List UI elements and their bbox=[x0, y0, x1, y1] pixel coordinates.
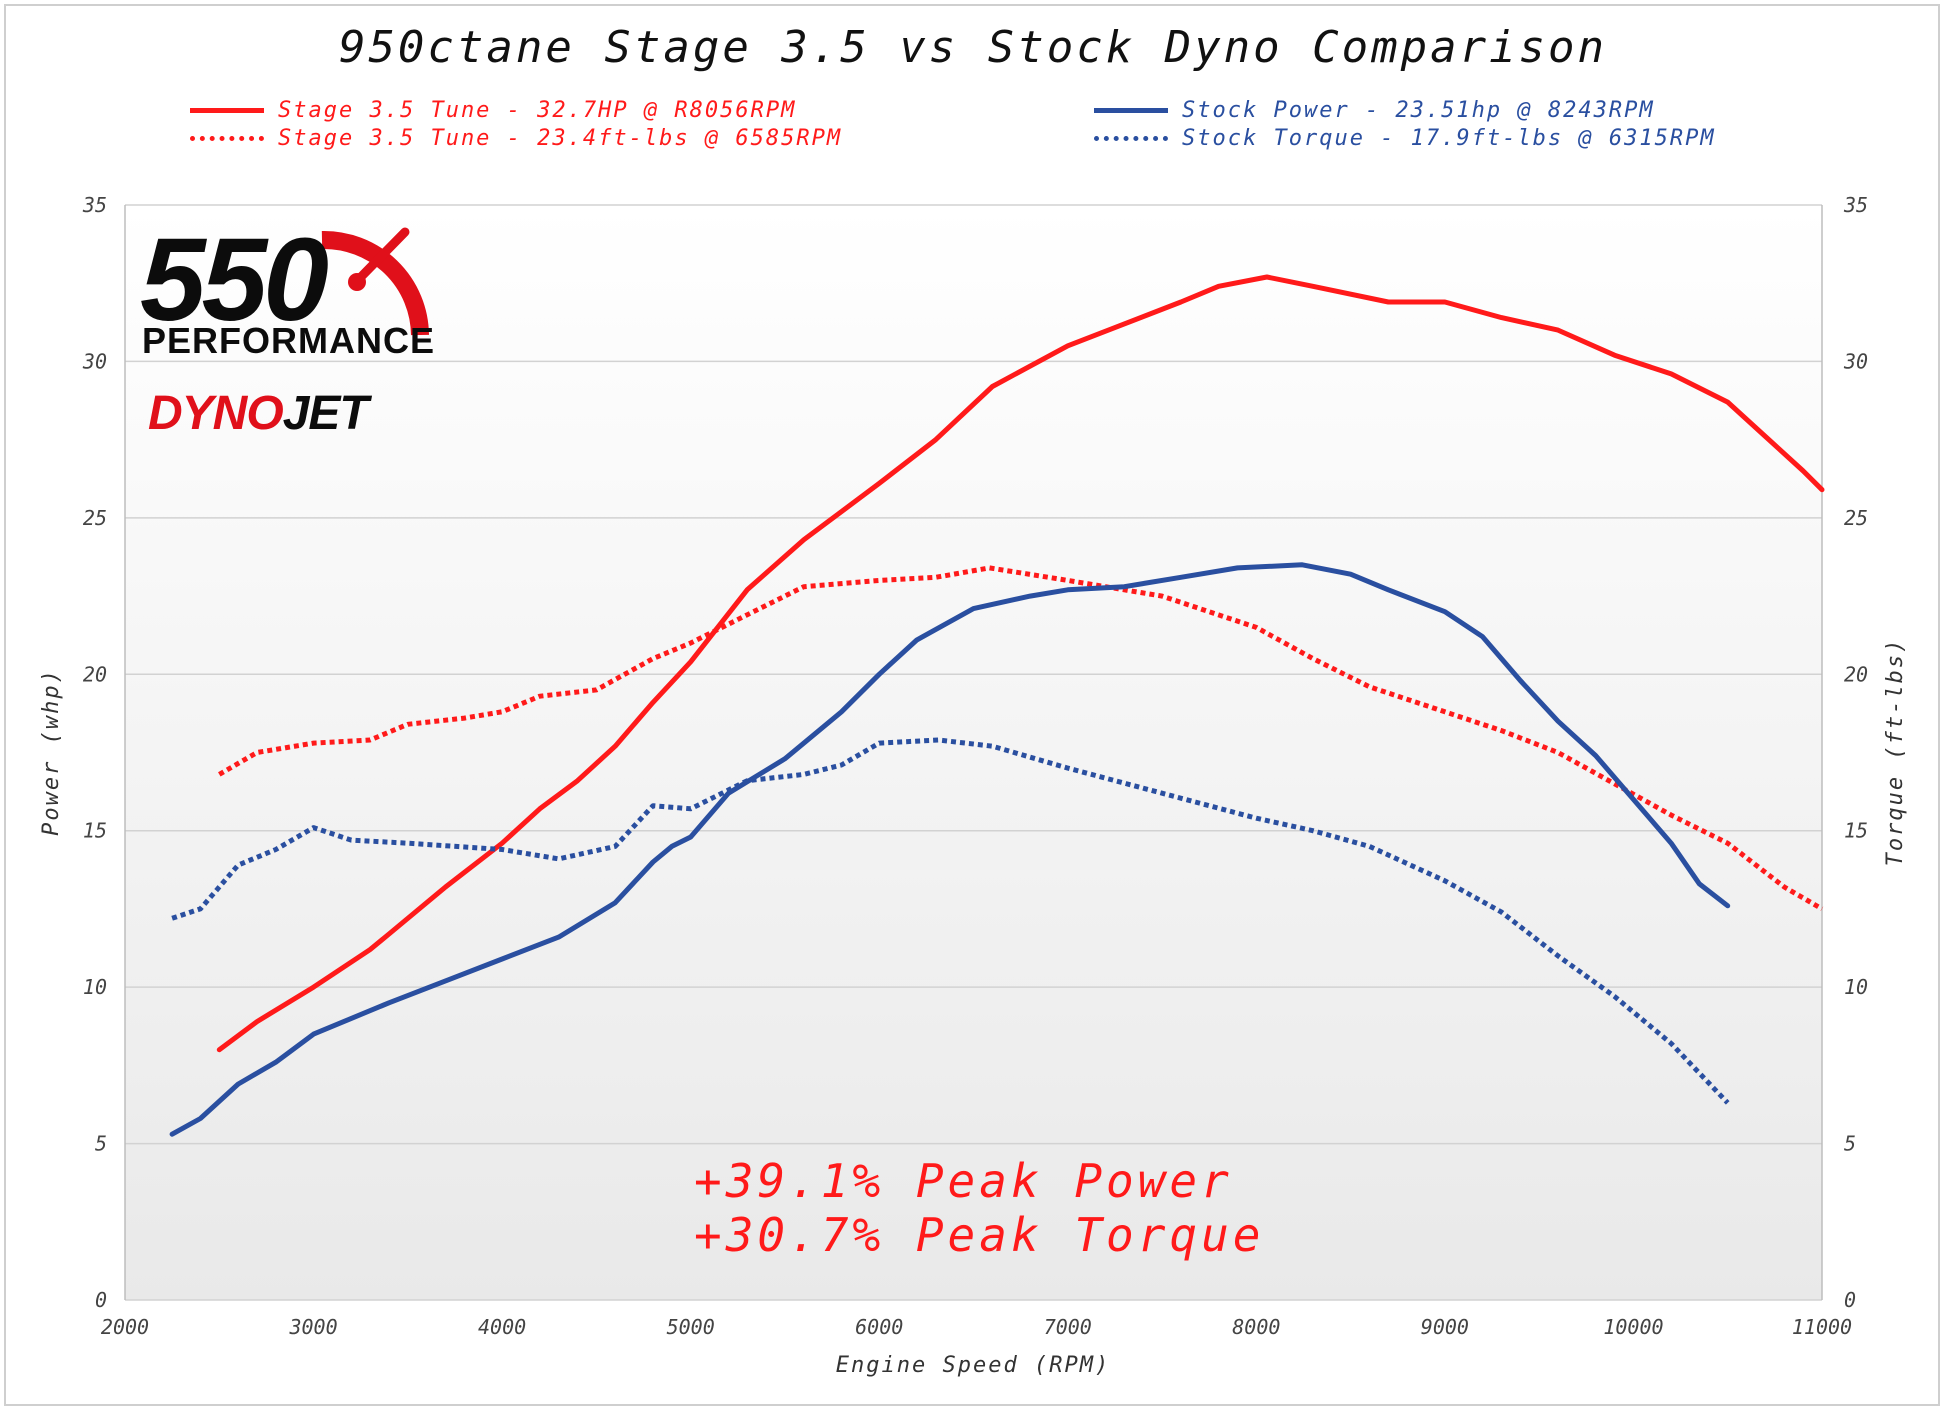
logo-550: 550 bbox=[140, 214, 329, 346]
y-tick-label-right: 30 bbox=[1843, 349, 1868, 373]
x-axis-label: Engine Speed (RPM) bbox=[836, 1353, 1110, 1378]
y-tick-label-left: 10 bbox=[83, 975, 107, 999]
legend-line-solid-blue bbox=[1094, 108, 1168, 113]
legend-stage-torque: Stage 3.5 Tune - 23.4ft-lbs @ 6585RPM bbox=[190, 126, 842, 151]
legend-stage-power: Stage 3.5 Tune - 32.7HP @ R8056RPM bbox=[190, 98, 796, 123]
series-line-3 bbox=[171, 737, 1730, 1105]
gauge-icon bbox=[321, 227, 429, 336]
x-tick-label: 10000 bbox=[1603, 1315, 1663, 1339]
y-tick-label-left: 5 bbox=[95, 1132, 107, 1156]
chart-frame bbox=[4, 4, 1940, 1406]
annotation-peak-torque: +30.7% Peak Torque bbox=[694, 1208, 1265, 1262]
annotation-peak-power: +39.1% Peak Power bbox=[694, 1154, 1233, 1208]
y-tick-label-right: 0 bbox=[1844, 1288, 1856, 1312]
y-tick-label-right: 15 bbox=[1844, 819, 1868, 843]
x-tick-label: 3000 bbox=[288, 1315, 337, 1339]
y-tick-label-right: 35 bbox=[1843, 193, 1868, 217]
chart-title: 950ctane Stage 3.5 vs Stock Dyno Compari… bbox=[338, 22, 1608, 73]
dynojet-logo-black: JET bbox=[282, 387, 369, 440]
plot-background bbox=[125, 205, 1822, 1300]
x-tick-label: 2000 bbox=[101, 1315, 149, 1339]
grid-lines bbox=[124, 204, 1823, 1301]
x-tick-label: 9000 bbox=[1421, 1315, 1469, 1339]
legend-label: Stock Power - 23.51hp @ 8243RPM bbox=[1182, 98, 1655, 123]
x-tick-label: 6000 bbox=[855, 1315, 903, 1339]
logo-performance: PERFORMANCE bbox=[142, 320, 436, 361]
x-tick-label: 8000 bbox=[1232, 1315, 1280, 1339]
series-group bbox=[169, 274, 1825, 1137]
tick-labels: 0 0 5 5 10 10 15 15 20 20 25 25 30 30 35 35 2000 3000 4000… bbox=[82, 193, 1868, 1339]
legend-line-dotted-red bbox=[190, 136, 264, 141]
y-tick-label-left: 30 bbox=[82, 349, 107, 373]
y-tick-label-left: 0 bbox=[95, 1288, 107, 1312]
y-tick-label-right: 5 bbox=[1844, 1132, 1856, 1156]
y-tick-label-right: 20 bbox=[1844, 662, 1868, 686]
legend-line-solid-red bbox=[190, 108, 264, 113]
legend-line-dotted-blue bbox=[1094, 136, 1168, 141]
legend-label: Stage 3.5 Tune - 23.4ft-lbs @ 6585RPM bbox=[278, 126, 843, 151]
legend-stock-torque: Stock Torque - 17.9ft-lbs @ 6315RPM bbox=[1094, 126, 1716, 151]
dynojet-logo-red: DYNO bbox=[148, 387, 284, 440]
y-tick-label-right: 10 bbox=[1844, 975, 1868, 999]
y-tick-label-left: 15 bbox=[83, 819, 107, 843]
y-tick-label-right: 25 bbox=[1844, 506, 1868, 530]
series-line-2 bbox=[169, 562, 1731, 1137]
y-axis-label-right: Torque (ft-lbs) bbox=[1883, 638, 1908, 867]
legend-stock-power: Stock Power - 23.51hp @ 8243RPM bbox=[1094, 98, 1655, 123]
y-tick-label-left: 35 bbox=[82, 193, 107, 217]
legend-label: Stage 3.5 Tune - 32.7HP @ R8056RPM bbox=[278, 98, 797, 123]
y-axis-label-left: Power (whp) bbox=[39, 668, 64, 836]
x-tick-label: 7000 bbox=[1044, 1315, 1092, 1339]
series-line-1 bbox=[218, 565, 1824, 912]
x-tick-label: 4000 bbox=[478, 1315, 526, 1339]
y-tick-label-left: 25 bbox=[83, 506, 107, 530]
x-tick-label: 5000 bbox=[667, 1315, 715, 1339]
legend-label: Stock Torque - 17.9ft-lbs @ 6315RPM bbox=[1182, 126, 1716, 151]
series-line-0 bbox=[216, 274, 1825, 1053]
dynojet-logo: DYNOJET bbox=[148, 386, 369, 441]
x-tick-label: 11000 bbox=[1792, 1315, 1852, 1339]
y-tick-label-left: 20 bbox=[83, 662, 107, 686]
